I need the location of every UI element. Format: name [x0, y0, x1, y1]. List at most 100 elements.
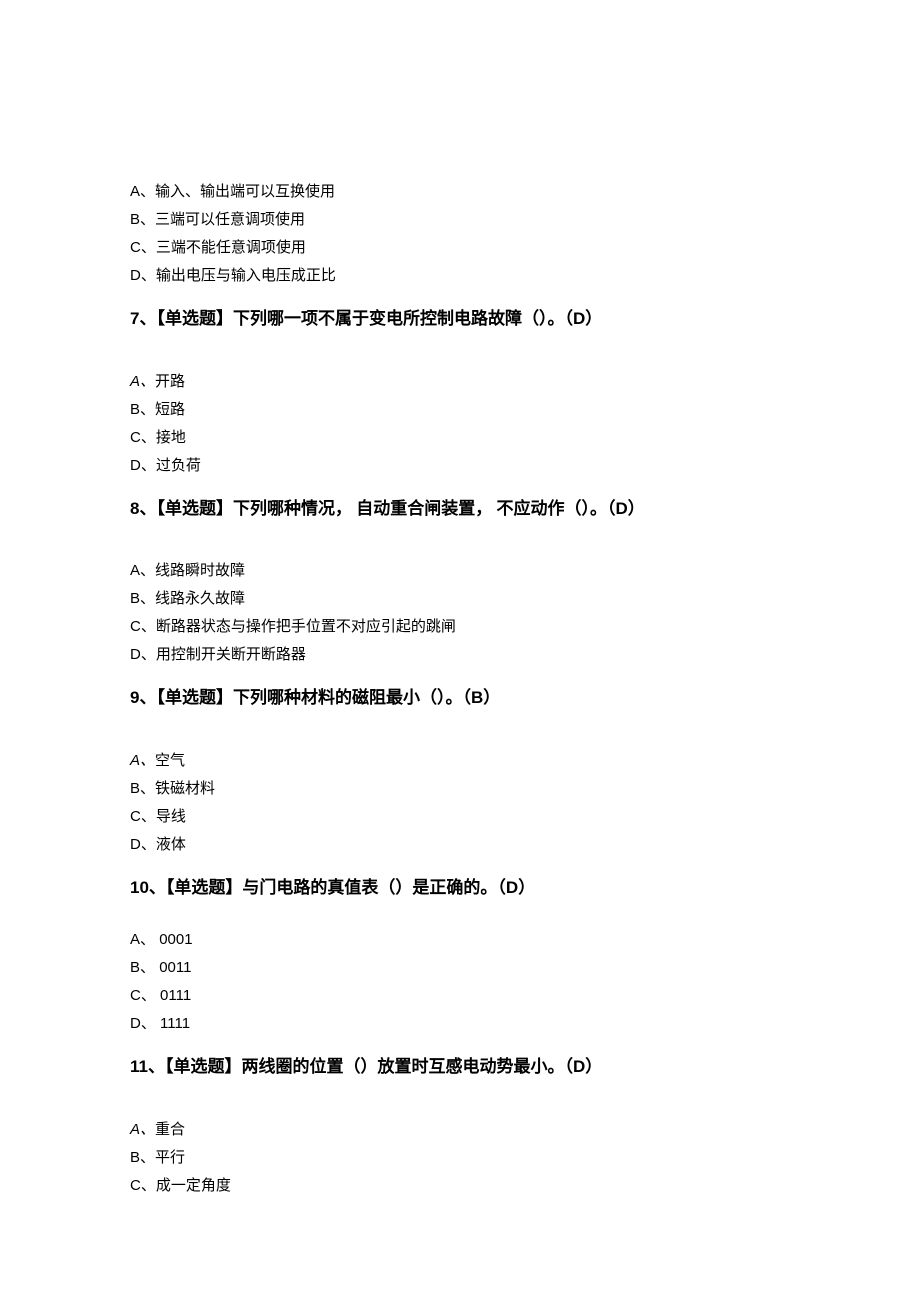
option-label: D、: [130, 457, 156, 474]
question-7-title: 7、【单选题】下列哪一项不属于变电所控制电路故障（）。（D）: [130, 306, 790, 332]
option-d: D、过负荷: [130, 454, 790, 478]
option-text: 重合: [155, 1122, 185, 1138]
option-text: 线路永久故障: [155, 591, 245, 607]
option-text: 短路: [155, 402, 185, 418]
option-label: D、: [130, 836, 156, 853]
question-11-options: A、重合 B、平行 C、成一定角度: [130, 1118, 790, 1198]
question-9-title: 9、【单选题】下列哪种材料的磁阻最小（）。（B）: [130, 685, 790, 711]
question-number: 11、: [130, 1057, 165, 1076]
question-text: 下列哪种材料的磁阻最小（）。（: [233, 688, 471, 707]
question-number: 8、: [130, 499, 156, 518]
option-text: 三端可以任意调项使用: [155, 212, 305, 228]
option-d: D、用控制开关断开断路器: [130, 643, 790, 667]
option-text: 输出电压与输入电压成正比: [156, 268, 336, 284]
option-label: B、: [130, 1149, 155, 1166]
option-text: 导线: [156, 809, 186, 825]
question-8-options: A、线路瞬时故障 B、线路永久故障 C、断路器状态与操作把手位置不对应引起的跳闸…: [130, 559, 790, 667]
question-text: 下列哪一项不属于变电所控制电路故障（）。（: [233, 309, 573, 328]
question-tag: 【单选题】: [165, 1057, 242, 1076]
question-text: 与门电路的真值表（）是正确的。（: [242, 878, 506, 897]
option-label: B、: [130, 211, 155, 228]
option-text: 线路瞬时故障: [155, 563, 245, 579]
option-a: A、输入、输出端可以互换使用: [130, 180, 790, 204]
option-c: C、三端不能任意调项使用: [130, 236, 790, 260]
option-d: D、液体: [130, 833, 790, 857]
question-tag: 【单选题】: [166, 878, 243, 897]
option-label: B、: [130, 401, 155, 418]
question-answer: B: [471, 688, 483, 707]
question-number: 10、: [130, 878, 166, 897]
question-answer: D: [615, 499, 627, 518]
option-a: A、 0001: [130, 928, 790, 952]
option-label: B、: [130, 590, 155, 607]
option-c: C、导线: [130, 805, 790, 829]
question-close: ）: [628, 499, 645, 518]
option-text: 输入、输出端可以互换使用: [155, 184, 335, 200]
question-answer: D: [506, 878, 518, 897]
option-label: C、: [130, 987, 160, 1004]
option-a: A、空气: [130, 749, 790, 773]
question-tag: 【单选题】: [156, 309, 233, 328]
question-8-title: 8、【单选题】下列哪种情况， 自动重合闸装置， 不应动作（）。（D）: [130, 496, 790, 522]
option-text: 过负荷: [156, 458, 201, 474]
option-b: B、铁磁材料: [130, 777, 790, 801]
option-d: D、 1111: [130, 1012, 790, 1036]
option-text: 平行: [155, 1150, 185, 1166]
option-c: C、接地: [130, 426, 790, 450]
option-label: A、: [130, 931, 159, 948]
option-text: 开路: [155, 374, 185, 390]
option-b: B、短路: [130, 398, 790, 422]
option-label: D、: [130, 1015, 160, 1032]
option-a: A、线路瞬时故障: [130, 559, 790, 583]
option-label: C、: [130, 239, 156, 256]
option-label: A、: [130, 562, 155, 579]
option-b: B、平行: [130, 1146, 790, 1170]
option-text: 0011: [159, 959, 191, 976]
question-close: ）: [483, 688, 500, 707]
question-answer: D: [573, 309, 585, 328]
option-label: A、: [130, 1121, 155, 1138]
option-label: A、: [130, 183, 155, 200]
option-c: C、成一定角度: [130, 1174, 790, 1198]
option-text: 接地: [156, 430, 186, 446]
option-text: 三端不能任意调项使用: [156, 240, 306, 256]
option-label: C、: [130, 429, 156, 446]
option-label: D、: [130, 267, 156, 284]
question-number: 9、: [130, 688, 156, 707]
question-text: 两线圈的位置（）放置时互感电动势最小。（: [241, 1057, 573, 1076]
question-7-options: A、开路 B、短路 C、接地 D、过负荷: [130, 370, 790, 478]
option-c: C、断路器状态与操作把手位置不对应引起的跳闸: [130, 615, 790, 639]
question-close: ）: [585, 309, 602, 328]
question-tag: 【单选题】: [156, 688, 233, 707]
question-answer: D: [573, 1057, 585, 1076]
option-text: 断路器状态与操作把手位置不对应引起的跳闸: [156, 619, 456, 635]
question-text: 下列哪种情况， 自动重合闸装置， 不应动作（）。（: [233, 499, 616, 518]
question-9-options: A、空气 B、铁磁材料 C、导线 D、液体: [130, 749, 790, 857]
option-label: B、: [130, 959, 159, 976]
question-tag: 【单选题】: [156, 499, 233, 518]
option-text: 1111: [160, 1015, 190, 1032]
option-text: 用控制开关断开断路器: [156, 647, 306, 663]
option-text: 液体: [156, 837, 186, 853]
option-label: A、: [130, 752, 155, 769]
question-11-title: 11、【单选题】两线圈的位置（）放置时互感电动势最小。（D）: [130, 1054, 790, 1080]
option-label: B、: [130, 780, 155, 797]
option-label: C、: [130, 618, 156, 635]
option-b: B、 0011: [130, 956, 790, 980]
question-10-options: A、 0001 B、 0011 C、 0111 D、 1111: [130, 928, 790, 1036]
option-text: 铁磁材料: [155, 781, 215, 797]
option-b: B、线路永久故障: [130, 587, 790, 611]
option-d: D、输出电压与输入电压成正比: [130, 264, 790, 288]
option-a: A、开路: [130, 370, 790, 394]
option-b: B、三端可以任意调项使用: [130, 208, 790, 232]
option-label: A、: [130, 373, 155, 390]
option-label: D、: [130, 646, 156, 663]
option-a: A、重合: [130, 1118, 790, 1142]
question-close: ）: [518, 878, 535, 897]
option-text: 空气: [155, 753, 185, 769]
question-close: ）: [585, 1057, 602, 1076]
option-label: C、: [130, 808, 156, 825]
question-6-options: A、输入、输出端可以互换使用 B、三端可以任意调项使用 C、三端不能任意调项使用…: [130, 180, 790, 288]
question-10-title: 10、【单选题】与门电路的真值表（）是正确的。（D）: [130, 875, 790, 901]
option-text: 0111: [160, 987, 191, 1004]
